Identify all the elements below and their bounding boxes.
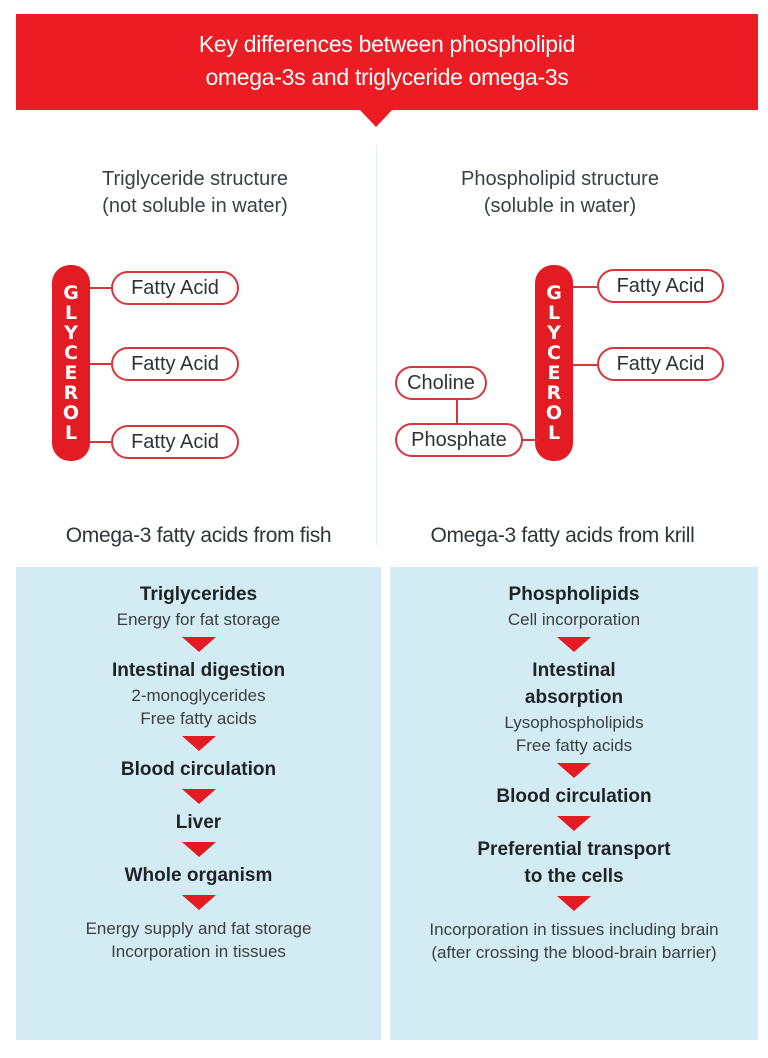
step-title: Blood circulation: [496, 786, 652, 807]
bond-line: [521, 439, 537, 441]
structure-title-line: Triglyceride structure: [102, 168, 288, 190]
glycerol-letter: L: [547, 422, 561, 444]
step-detail: Lysophospholipids: [504, 713, 644, 732]
title-line-2: omega-3s and triglyceride omega-3s: [205, 64, 569, 90]
down-arrow-icon: [181, 736, 216, 751]
krill-pathway-panel: Phospholipids Cell incorporation Intesti…: [390, 567, 758, 1040]
structure-subtitle-line: (not soluble in water): [102, 195, 288, 217]
step-detail: 2-monoglycerides: [131, 686, 266, 705]
bond-line: [90, 287, 112, 289]
step-detail: Energy for fat storage: [116, 610, 281, 629]
glycerol-letter: G: [546, 282, 562, 304]
step-title: Blood circulation: [120, 759, 277, 780]
bond-line: [90, 363, 112, 365]
glycerol-letter: G: [63, 282, 79, 304]
step-title: Phospholipids: [508, 584, 640, 605]
glycerol-letter: C: [64, 342, 78, 364]
down-arrow-icon: [181, 842, 216, 857]
glycerol-letter: E: [547, 362, 561, 384]
bond-line: [90, 441, 112, 443]
glycerol-letter: Y: [64, 322, 78, 344]
choline-pill: Choline: [395, 366, 487, 400]
outcome-line: (after crossing the blood-brain barrier): [431, 943, 717, 962]
structure-subtitle-line: (soluble in water): [483, 195, 637, 217]
glycerol-letter: O: [62, 402, 80, 424]
glycerol-letter: E: [64, 362, 78, 384]
fish-pathway-panel: Triglycerides Energy for fat storage Int…: [16, 567, 381, 1040]
fatty-acid-pill: Fatty Acid: [111, 425, 239, 459]
glycerol-letter: R: [546, 382, 562, 404]
glycerol-letter: C: [547, 342, 561, 364]
glycerol-letter: L: [64, 302, 78, 324]
step-detail: Free fatty acids: [140, 709, 257, 728]
glycerol-letter: L: [64, 422, 78, 444]
down-arrow-icon: [557, 763, 591, 778]
bond-line: [573, 286, 599, 288]
down-arrow-icon: [181, 637, 216, 652]
krill-source-label: Omega-3 fatty acids from krill: [430, 524, 695, 547]
structure-title-line: Phospholipid structure: [461, 168, 659, 190]
down-arrow-icon: [557, 816, 591, 831]
step-title: absorption: [524, 687, 624, 708]
fatty-acid-pill: Fatty Acid: [597, 269, 724, 303]
triglyceride-structure-title: Triglyceride structure (not soluble in w…: [40, 166, 350, 220]
outcome-line: Energy supply and fat storage: [85, 919, 312, 938]
title-line-1: Key differences between phospholipid: [198, 31, 576, 57]
column-divider: [376, 145, 377, 545]
fatty-acid-pill: Fatty Acid: [597, 347, 724, 381]
step-title: Liver: [175, 812, 222, 833]
glycerol-letter: R: [63, 382, 79, 404]
step-title: Preferential transport: [477, 839, 671, 860]
glycerol-letter: Y: [547, 322, 561, 344]
down-arrow-icon: [181, 789, 216, 804]
glycerol-letter: L: [547, 302, 561, 324]
step-detail: Cell incorporation: [507, 610, 641, 629]
glycerol-letter: O: [545, 402, 563, 424]
glycerol-backbone-right: G L Y C E R O L: [535, 265, 573, 461]
down-arrow-icon: [557, 637, 591, 652]
fatty-acid-pill: Fatty Acid: [111, 271, 239, 305]
step-title: Triglycerides: [139, 584, 258, 605]
down-arrow-icon: [557, 896, 591, 911]
outcome-line: Incorporation in tissues: [111, 942, 286, 961]
step-title: Intestinal: [532, 660, 616, 681]
phosphate-pill: Phosphate: [395, 423, 523, 457]
step-detail: Free fatty acids: [515, 736, 633, 755]
step-title: Whole organism: [124, 865, 273, 886]
fish-source-label: Omega-3 fatty acids from fish: [65, 524, 332, 547]
step-title: to the cells: [524, 866, 624, 887]
title-banner: Key differences between phospholipid ome…: [16, 14, 758, 110]
bond-line: [456, 399, 458, 425]
banner-pointer-icon: [359, 109, 393, 127]
down-arrow-icon: [181, 895, 216, 910]
step-title: Intestinal digestion: [111, 660, 286, 681]
fatty-acid-pill: Fatty Acid: [111, 347, 239, 381]
phospholipid-structure-title: Phospholipid structure (soluble in water…: [405, 166, 715, 220]
outcome-line: Incorporation in tissues including brain: [429, 920, 719, 939]
bond-line: [573, 364, 599, 366]
glycerol-backbone-left: G L Y C E R O L: [52, 265, 90, 461]
